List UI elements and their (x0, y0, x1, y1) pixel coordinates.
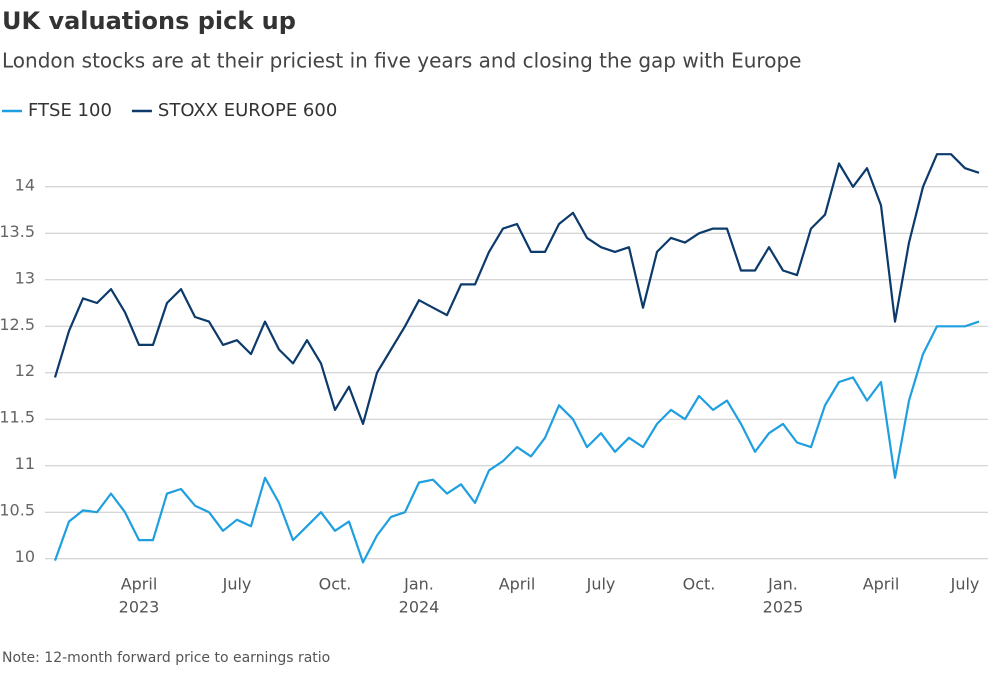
x-tick-label: July (950, 575, 980, 594)
y-tick-label: 11.5 (0, 408, 35, 427)
legend-label: FTSE 100 (28, 100, 112, 121)
y-tick-label: 13 (15, 268, 35, 287)
x-tick-label: Jan. (403, 575, 434, 594)
chart-note: Note: 12-month forward price to earnings… (2, 650, 330, 666)
y-tick-label: 12.5 (0, 315, 35, 334)
x-tick-label: April (863, 575, 900, 594)
legend-label: STOXX EUROPE 600 (158, 100, 337, 121)
x-tick-label: Oct. (683, 575, 716, 594)
y-tick-label: 10 (15, 547, 35, 566)
chart-title: UK valuations pick up (2, 7, 296, 35)
x-tick-label: July (586, 575, 616, 594)
y-tick-label: 10.5 (0, 501, 35, 520)
y-tick-label: 12 (15, 361, 35, 380)
x-tick-label: April (499, 575, 536, 594)
x-tick-label: April (121, 575, 158, 594)
x-tick-label: July (222, 575, 252, 594)
y-tick-label: 11 (15, 454, 35, 473)
y-tick-label: 13.5 (0, 222, 35, 241)
x-tick-label: Oct. (319, 575, 352, 594)
line-series (53, 320, 980, 564)
line-series (53, 153, 980, 425)
chart-subtitle: London stocks are at their priciest in f… (2, 49, 801, 73)
y-tick-label: 14 (15, 175, 35, 194)
x-year-label: 2024 (399, 598, 440, 617)
x-tick-label: Jan. (767, 575, 798, 594)
x-year-label: 2023 (119, 598, 160, 617)
x-year-label: 2025 (763, 598, 804, 617)
